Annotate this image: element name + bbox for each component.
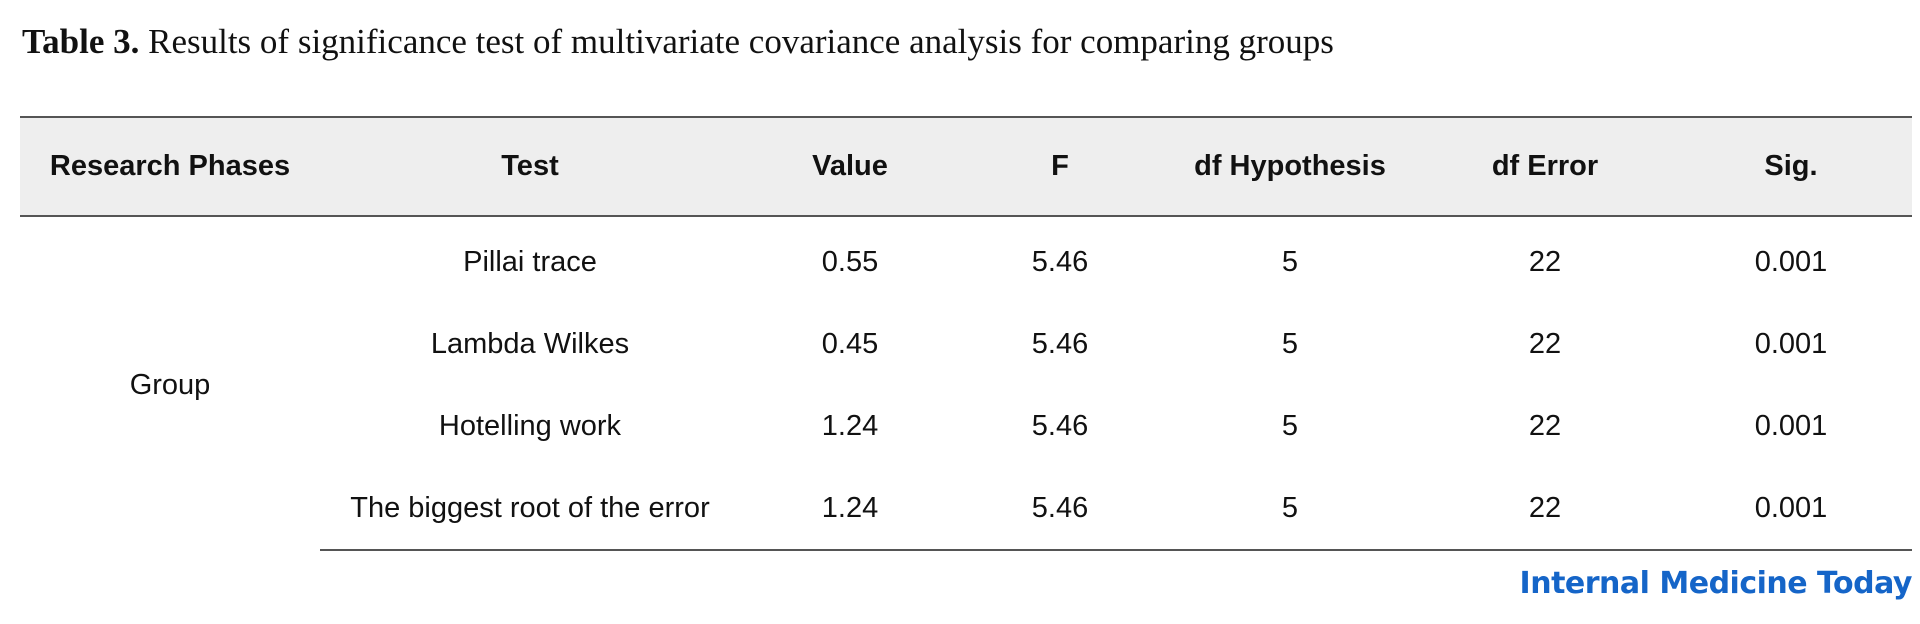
results-table: Research Phases Test Value F df Hypothes… [20, 116, 1912, 551]
sig-cell: 0.001 [1754, 245, 1828, 278]
df-hypothesis-cell: 5 [1281, 245, 1299, 278]
value-cell: 1.24 [821, 409, 879, 442]
header-df-error: df Error [1420, 116, 1670, 217]
f-cell: 5.46 [1031, 327, 1089, 360]
header-test: Test [320, 116, 740, 217]
results-table-container: Research Phases Test Value F df Hypothes… [20, 116, 1912, 551]
table-row: Lambda Wilkes 0.45 5.46 5 22 0.001 [20, 303, 1912, 385]
f-cell: 5.46 [960, 467, 1160, 551]
df-hypothesis-cell: 5 [1281, 327, 1299, 360]
test-cell: Lambda Wilkes [430, 327, 630, 360]
df-hypothesis-cell: 5 [1281, 409, 1299, 442]
header-research-phases: Research Phases [20, 116, 320, 217]
value-cell: 1.24 [740, 467, 960, 551]
header-sig: Sig. [1670, 116, 1912, 217]
test-cell: Pillai trace [463, 245, 597, 278]
df-error-cell: 22 [1528, 327, 1562, 360]
test-cell: Hotelling work [438, 409, 622, 442]
df-error-cell: 22 [1420, 467, 1670, 551]
sig-cell: 0.001 [1754, 409, 1828, 442]
table-row: Group Pillai trace 0.55 5.46 5 22 0.001 [20, 216, 1912, 402]
f-cell: 5.46 [1031, 409, 1089, 442]
df-error-cell: 22 [1528, 245, 1562, 278]
f-cell: 5.46 [1031, 245, 1089, 278]
table-row: Hotelling work 1.24 5.46 5 22 0.001 [20, 385, 1912, 467]
table-row: The biggest root of the error 1.24 5.46 … [20, 467, 1912, 551]
header-row: Research Phases Test Value F df Hypothes… [20, 116, 1912, 217]
value-cell: 0.45 [821, 327, 879, 360]
sig-cell: 0.001 [1754, 327, 1828, 360]
test-cell: The biggest root of the error [320, 467, 740, 551]
caption-label: Table 3. [22, 22, 140, 61]
header-f: F [960, 116, 1160, 217]
caption-text: Results of significance test of multivar… [148, 22, 1334, 61]
phase-cell: Group [129, 369, 211, 401]
df-hypothesis-cell: 5 [1160, 467, 1420, 551]
df-error-cell: 22 [1528, 409, 1562, 442]
table-caption: Table 3. Results of significance test of… [22, 22, 1334, 62]
header-df-hypothesis: df Hypothesis [1160, 116, 1420, 217]
value-cell: 0.55 [821, 245, 879, 278]
header-value: Value [740, 116, 960, 217]
sig-cell: 0.001 [1670, 467, 1912, 551]
journal-logo: Internal Medicine Today [1519, 566, 1913, 601]
